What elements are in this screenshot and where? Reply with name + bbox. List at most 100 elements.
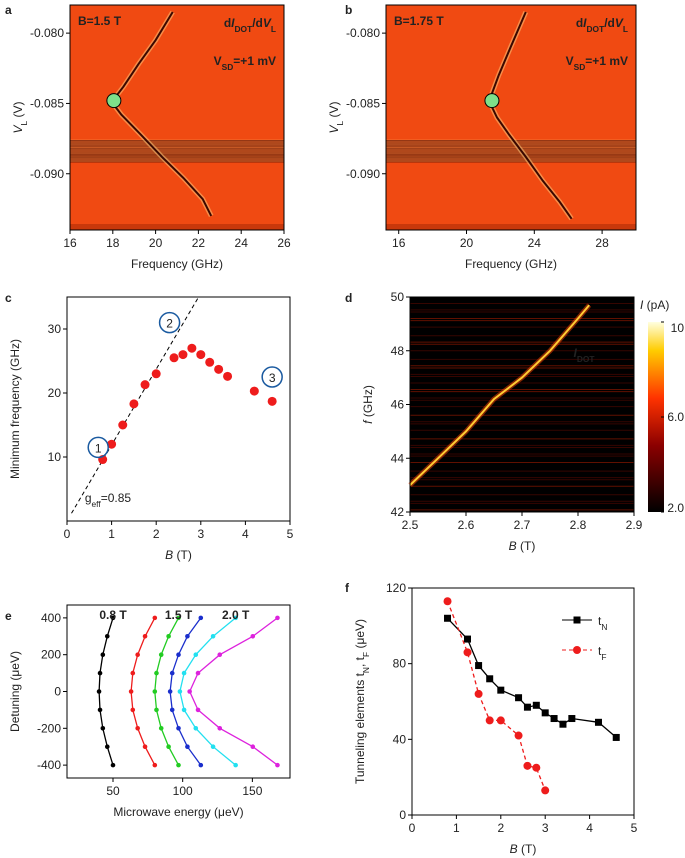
y-tick-label: 42	[391, 505, 405, 519]
x-tick-label: 2.7	[514, 518, 531, 532]
x-tick-label: 16	[392, 236, 406, 250]
circled-label: 3	[269, 371, 276, 385]
point	[151, 369, 161, 379]
y-axis-label-part: (V)	[327, 101, 341, 120]
point	[142, 633, 148, 639]
point	[198, 615, 204, 621]
x-tick-label: 3	[542, 821, 549, 835]
point	[107, 439, 117, 449]
series-label: 2.0 T	[222, 608, 250, 622]
x-axis-label-part: (T)	[517, 539, 536, 553]
y-tick-label: 400	[41, 611, 61, 625]
x-axis-label: Frequency (GHz)	[131, 257, 223, 271]
panel-letter: a	[5, 3, 12, 17]
bias-label-part: =+1 mV	[233, 54, 276, 68]
point	[195, 670, 201, 676]
x-tick-label: 50	[106, 784, 120, 798]
point	[210, 744, 216, 750]
point	[444, 614, 452, 622]
y-tick-label: -0.080	[30, 26, 64, 40]
point	[158, 726, 164, 731]
colorbar-title-part: (pA)	[643, 298, 669, 312]
y-axis-label-part: (GHz)	[361, 385, 375, 420]
point	[486, 675, 494, 683]
point	[135, 726, 140, 731]
point	[96, 689, 102, 694]
point	[97, 670, 103, 676]
quantity-label-part: I	[231, 16, 235, 30]
point	[176, 762, 181, 768]
y-tick-label: 20	[48, 386, 62, 400]
panel-letter: d	[345, 291, 352, 305]
x-tick-label: 28	[595, 236, 609, 250]
point	[142, 744, 148, 750]
quantity-label-part: I	[573, 346, 577, 360]
point	[130, 707, 136, 713]
marker	[484, 93, 500, 109]
point	[475, 662, 483, 670]
colorbar-tick-label: 2.0	[667, 501, 684, 515]
x-tick-label: 20	[460, 236, 474, 250]
point	[249, 386, 259, 396]
point	[463, 648, 472, 657]
point	[233, 615, 238, 621]
x-tick-label: 2.8	[570, 518, 587, 532]
quantity-label-part: L	[623, 24, 628, 34]
quantity-label-part: L	[271, 24, 276, 34]
bias-label-part: V	[214, 54, 222, 68]
y-axis-label-part: Minimum frequency (GHz)	[8, 339, 22, 479]
heatmap-background	[410, 297, 634, 512]
bias-label-part: SD	[574, 62, 586, 72]
x-tick-label: 16	[63, 236, 77, 250]
point	[152, 762, 158, 768]
point	[154, 670, 159, 676]
y-tick-label: -200	[37, 721, 61, 735]
quantity-label-part: d	[576, 16, 583, 30]
x-tick-label: 0	[409, 821, 416, 835]
x-tick-label: 5	[631, 821, 638, 835]
point	[169, 670, 175, 676]
series-line	[446, 600, 546, 791]
y-axis-label-part: f	[361, 419, 375, 424]
x-tick-label: 2.9	[626, 518, 643, 532]
bias-label-part: =+1 mV	[585, 54, 628, 68]
x-axis-label: B (T)	[509, 539, 536, 553]
y-tick-label: 200	[41, 648, 61, 662]
heatmap-background	[70, 5, 284, 230]
colorbar-tick-label: 6.0	[667, 410, 684, 424]
x-tick-label: 0	[64, 527, 71, 541]
y-axis-label: f (GHz)	[361, 385, 375, 424]
panel-letter: b	[345, 3, 352, 17]
bias-label-part: SD	[222, 62, 234, 72]
point	[104, 744, 110, 750]
quantity-label-part: d	[224, 16, 231, 30]
colorbar	[648, 322, 664, 512]
point	[104, 633, 110, 639]
point	[181, 670, 187, 676]
point	[568, 715, 576, 723]
x-tick-label: 18	[106, 236, 120, 250]
trace	[409, 304, 590, 486]
plot-frame	[69, 4, 285, 231]
point	[152, 689, 158, 694]
series-label: 1.5 T	[165, 608, 193, 622]
x-axis-label: B (T)	[510, 842, 537, 856]
point	[176, 652, 181, 657]
legend-label-part: F	[601, 652, 606, 662]
fit-note-part: g	[85, 491, 92, 505]
point	[158, 652, 164, 657]
point	[250, 744, 256, 750]
point	[187, 343, 197, 353]
point	[166, 633, 171, 639]
plot-frame	[411, 587, 635, 816]
x-tick-label: 20	[149, 236, 163, 250]
point	[97, 707, 103, 713]
x-axis-label-part: Microwave energy (μeV)	[113, 805, 243, 819]
circled-marker	[87, 436, 109, 459]
x-tick-label: 2	[497, 821, 504, 835]
panel-letter: f	[345, 581, 350, 595]
trace	[111, 11, 213, 217]
circled-label: 2	[166, 317, 173, 331]
y-tick-label: 30	[48, 322, 62, 336]
